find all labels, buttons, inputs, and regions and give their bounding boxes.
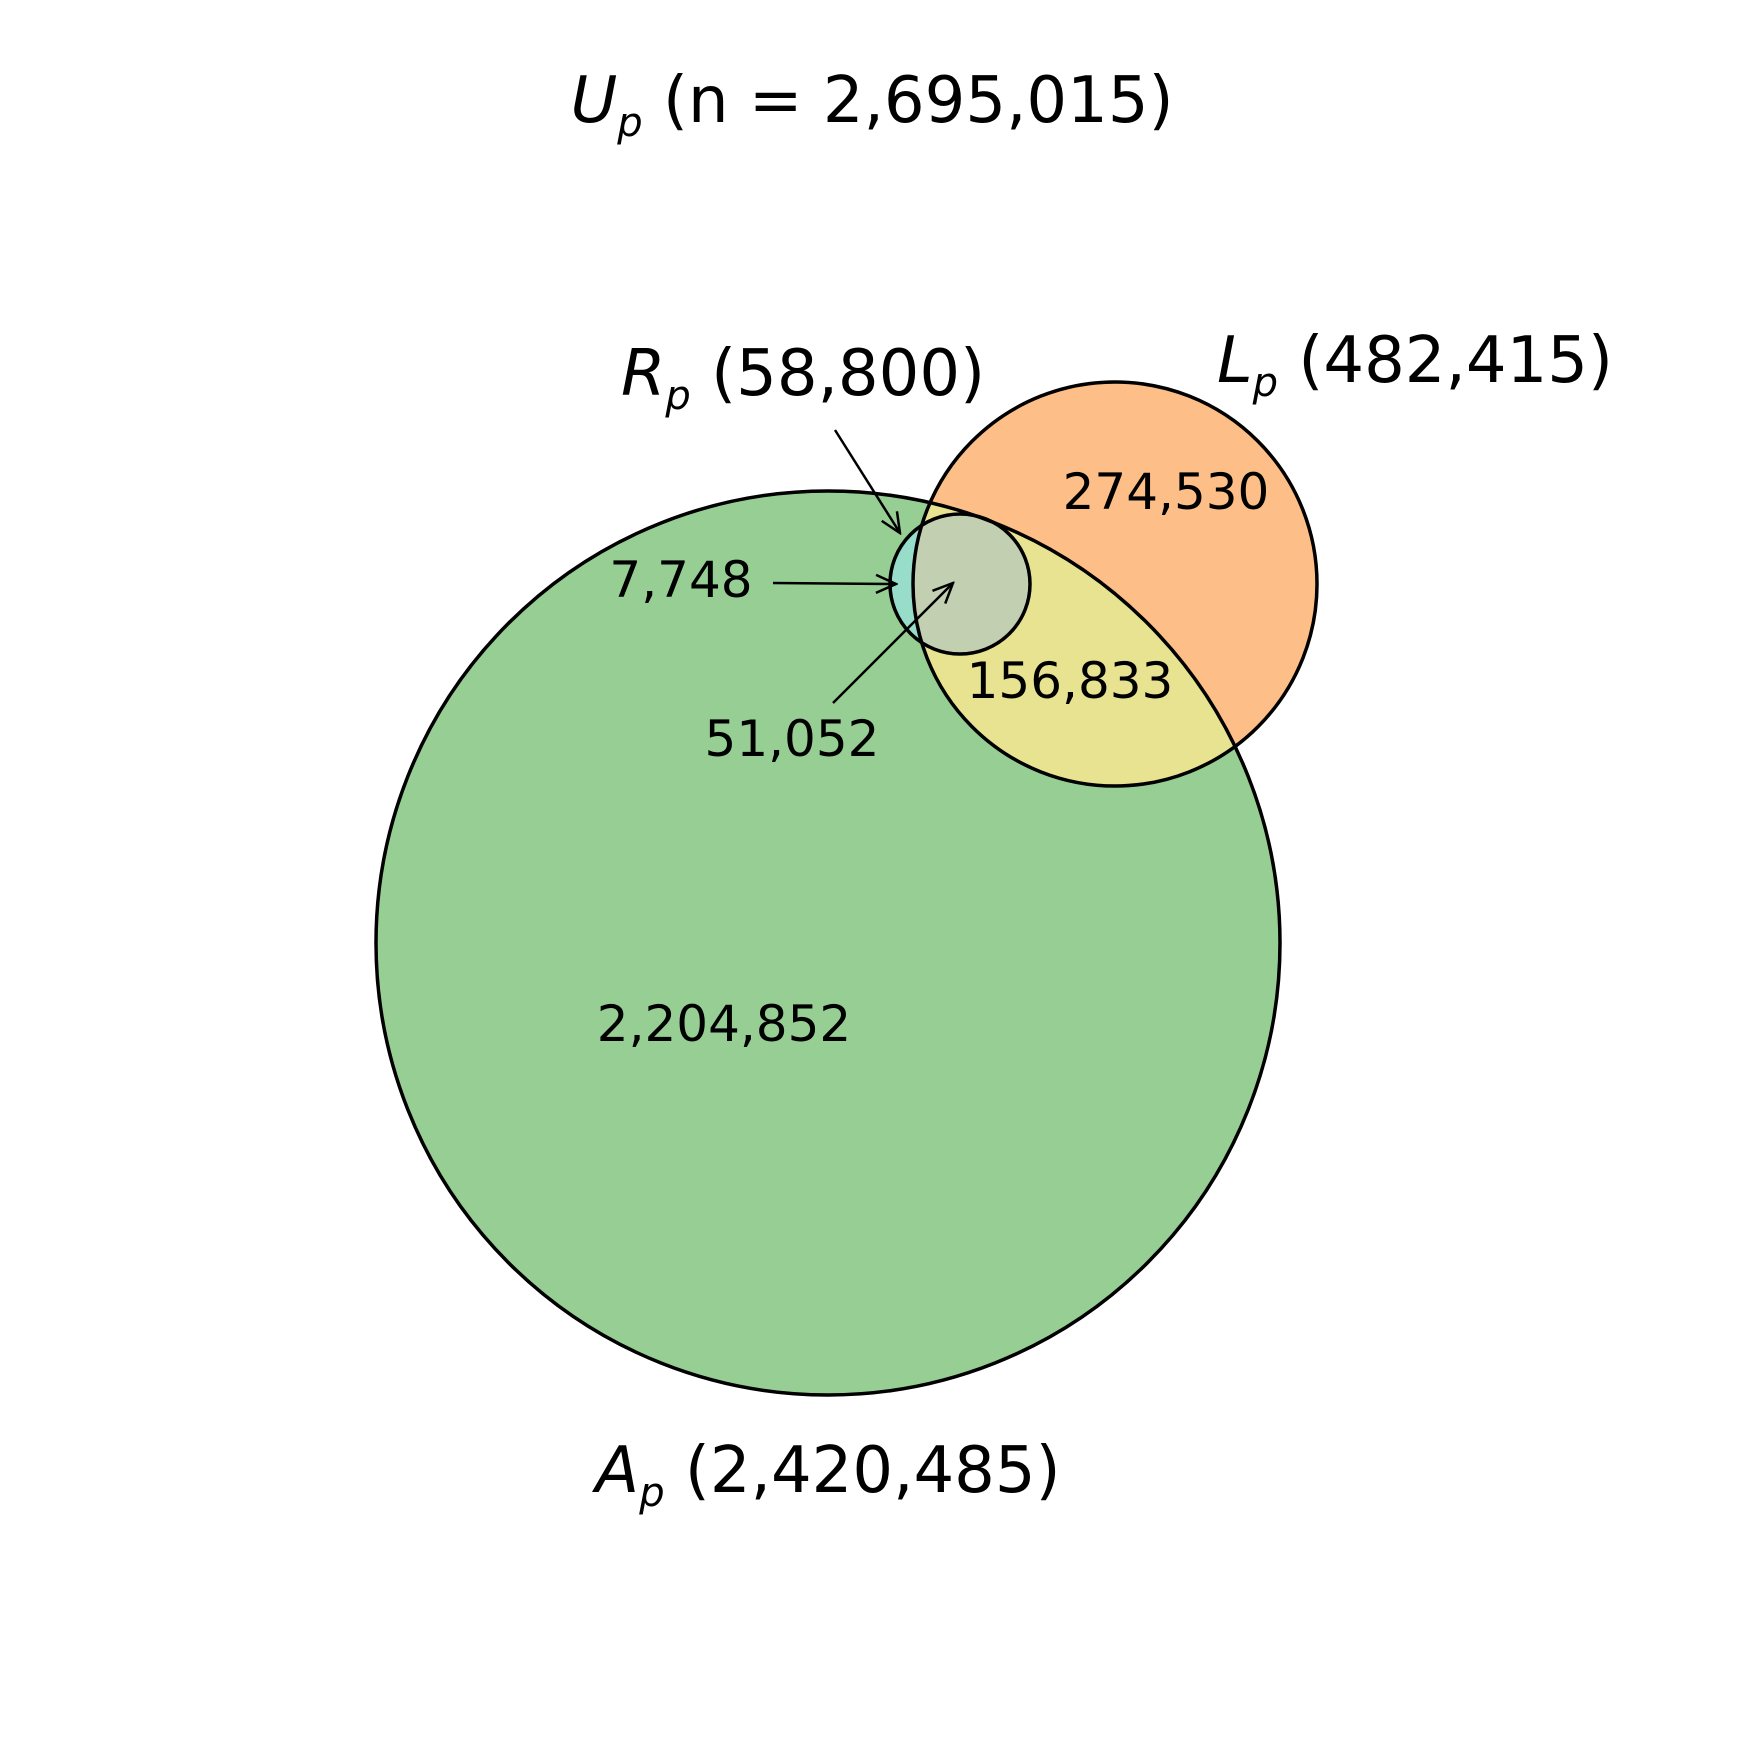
region-l-only-count: 274,530 [1063, 463, 1270, 521]
region-a-l-count: 156,833 [967, 652, 1174, 710]
region-r-a-l-count: 51,052 [705, 710, 880, 768]
set-r-label: Rp (58,800) [621, 337, 985, 419]
set-a-label: Ap (2,420,485) [591, 1434, 1060, 1516]
set-r-a-l-overlap-region [913, 514, 1030, 654]
set-l-outline [911, 380, 1319, 788]
region-r-a-count: 7,748 [609, 551, 752, 609]
region-a-only-count: 2,204,852 [597, 995, 851, 1053]
universe-title: Up (n = 2,695,015) [570, 64, 1173, 146]
set-r-pointer-arrow [833, 429, 900, 533]
region-r-a-l-pointer-arrow [832, 583, 953, 704]
set-l-label: Lp (482,415) [1217, 324, 1613, 406]
set-a-outline [374, 489, 1282, 1397]
region-r-a-pointer-arrow [772, 583, 896, 584]
